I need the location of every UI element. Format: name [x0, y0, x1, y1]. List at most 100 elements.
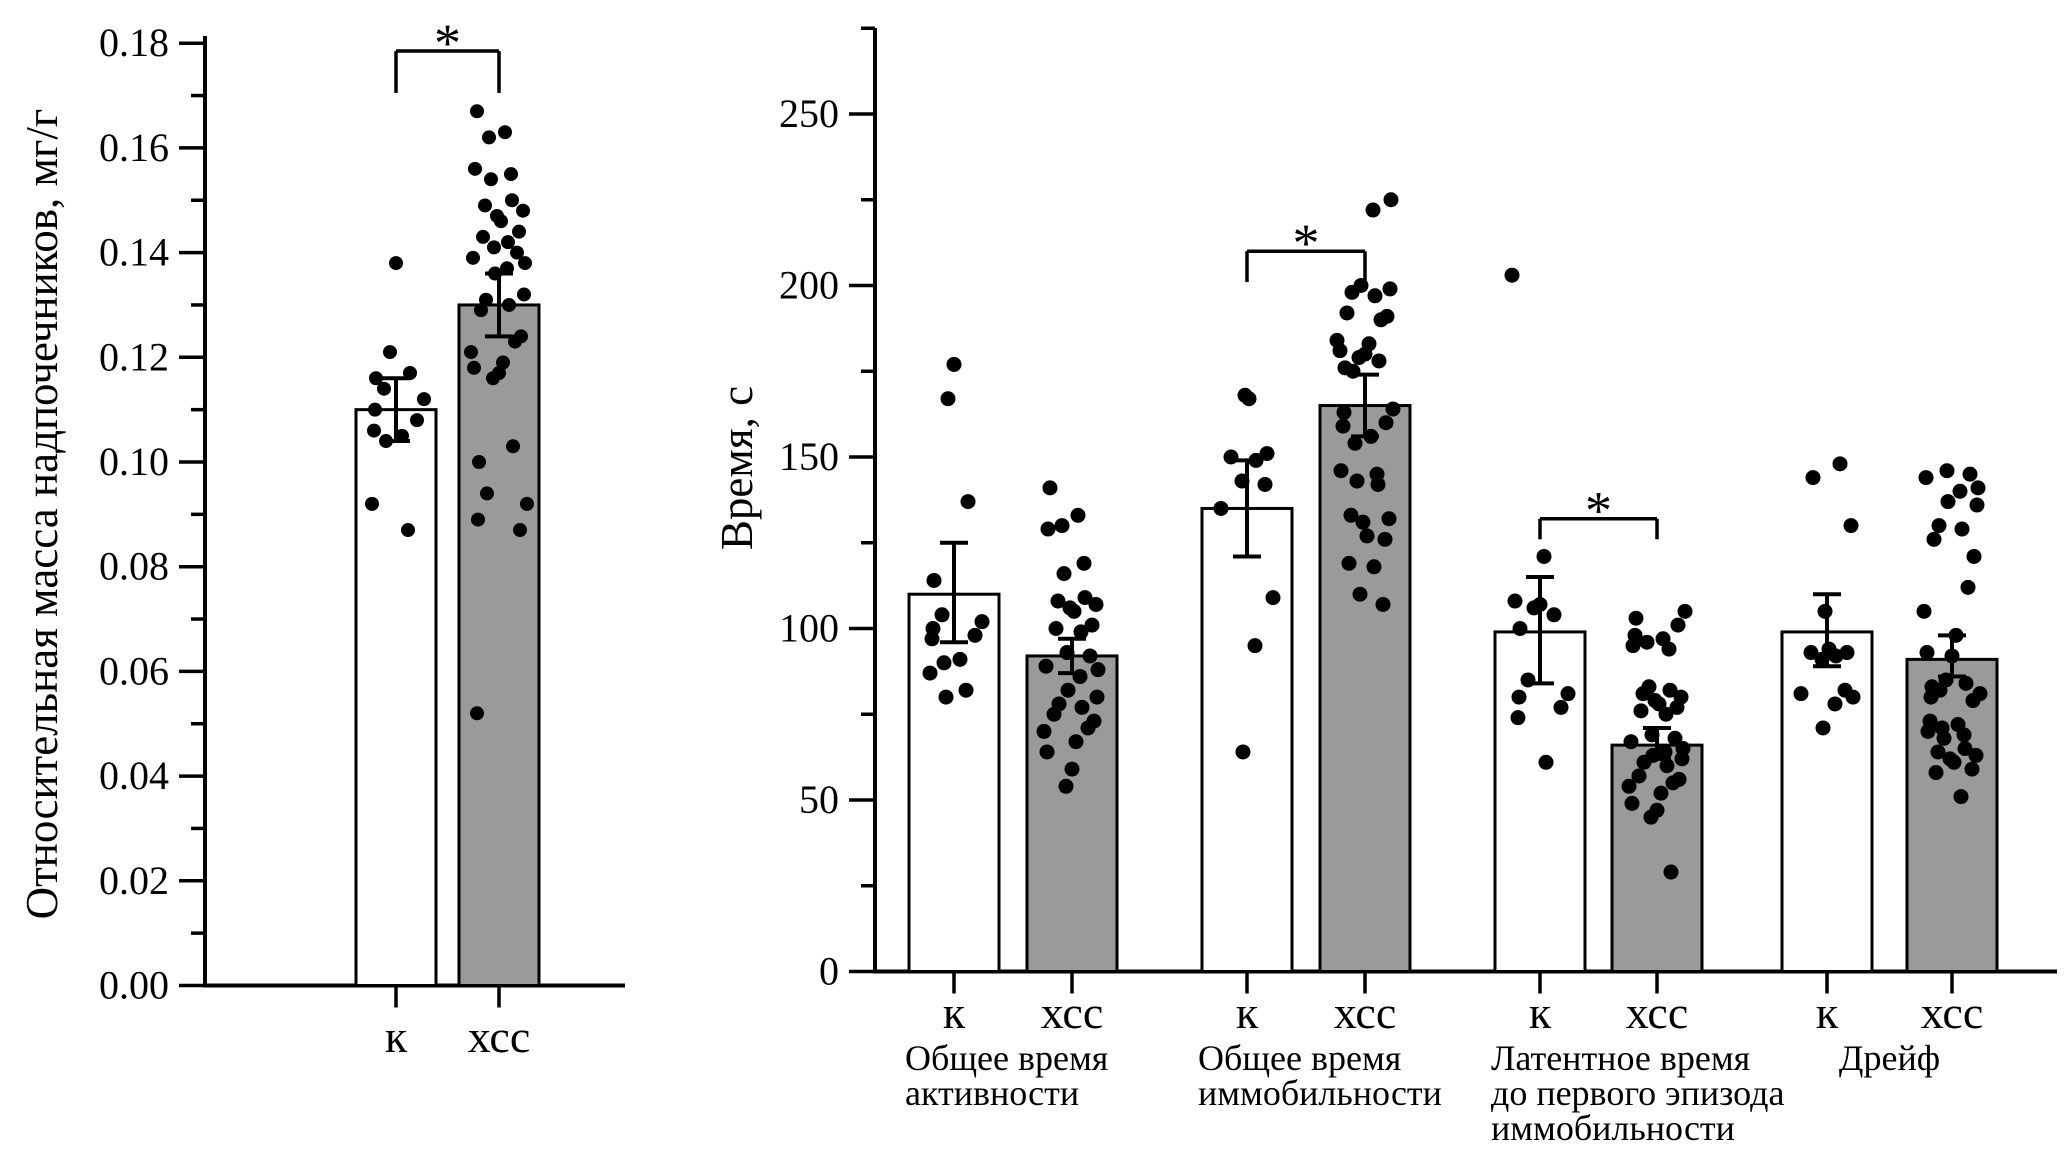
data-point-к-group-0 — [926, 572, 942, 588]
category-label-хсс: хсс — [1041, 987, 1104, 1038]
data-point-хсс-group-1 — [1375, 596, 1391, 612]
y-tick-label: 0.02 — [99, 858, 169, 903]
charts-render-root: 0.00 0.02 0.04 0.06 0.08 0.10 0.12 0.14 0.16 0.18… — [99, 13, 2057, 1148]
data-point-хсс-group-0 — [1039, 744, 1055, 760]
data-point-хсс-group-2 — [1667, 730, 1683, 746]
data-point-к-group-2 — [1560, 686, 1576, 702]
data-point-хсс-group-2 — [1657, 744, 1673, 760]
data-point-к-group-0 — [967, 627, 983, 643]
data-point-к-group-0 — [367, 423, 381, 438]
data-point-хсс-group-0 — [472, 455, 486, 469]
data-point-хсс-group-0 — [501, 235, 515, 250]
data-point-к-group-1 — [1213, 500, 1229, 516]
data-point-хсс-group-0 — [1042, 480, 1058, 496]
data-point-хсс-group-0 — [1040, 521, 1056, 537]
data-point-хсс-group-0 — [504, 167, 518, 182]
data-point-хсс-group-1 — [1344, 284, 1360, 300]
data-point-хсс-group-3 — [1939, 463, 1955, 479]
data-point-хсс-group-3 — [1916, 603, 1932, 619]
data-point-хсс-group-0 — [1064, 761, 1080, 777]
y-tick-label: 0.04 — [99, 753, 169, 798]
category-label-хсс: хсс — [1626, 987, 1689, 1038]
bar-к-group-0 — [354, 408, 438, 987]
data-point-хсс-group-2 — [1658, 706, 1674, 722]
data-point-к-group-0 — [401, 523, 415, 538]
data-point-хсс-group-2 — [1659, 758, 1675, 774]
category-label-к: к — [385, 1011, 408, 1062]
data-point-к-group-3 — [1805, 470, 1821, 486]
y-tick-label: 0.14 — [99, 230, 169, 275]
data-point-хсс-group-0 — [476, 229, 490, 244]
data-point-хсс-group-2 — [1661, 641, 1677, 657]
data-point-к-group-1 — [1257, 476, 1273, 492]
data-point-хсс-group-0 — [478, 198, 492, 213]
data-point-к-group-0 — [960, 494, 976, 510]
data-point-хсс-group-2 — [1662, 682, 1678, 698]
bar-хсс-group-2 — [1610, 743, 1704, 973]
data-point-хсс-group-0 — [466, 250, 480, 265]
data-point-хсс-group-0 — [1074, 699, 1090, 715]
data-point-к-group-1 — [1265, 590, 1281, 606]
data-point-к-group-0 — [952, 651, 968, 667]
data-point-хсс-group-0 — [464, 345, 478, 360]
data-point-хсс-group-0 — [513, 523, 527, 538]
data-point-к-group-3 — [1828, 648, 1844, 664]
data-point-хсс-group-3 — [1968, 747, 1984, 763]
data-point-хсс-group-3 — [1956, 727, 1972, 743]
data-point-к-group-2 — [1526, 600, 1542, 616]
data-point-к-group-0 — [924, 631, 940, 647]
data-point-хсс-group-3 — [1930, 744, 1946, 760]
data-point-хсс-group-0 — [1073, 624, 1089, 640]
data-point-хсс-group-1 — [1377, 531, 1393, 547]
group-caption-line: Общее время — [1198, 1038, 1401, 1078]
data-point-хсс-group-2 — [1663, 864, 1679, 880]
data-point-хсс-group-2 — [1621, 778, 1637, 794]
data-point-к-group-0 — [974, 614, 990, 630]
data-point-хсс-group-0 — [1090, 662, 1106, 678]
data-point-хсс-group-0 — [1070, 507, 1086, 523]
group-caption-line: Дрейф — [1839, 1038, 1940, 1078]
y-tick-label: 0.18 — [99, 20, 169, 65]
data-point-хсс-group-0 — [470, 104, 484, 119]
data-point-хсс-group-0 — [1048, 621, 1064, 636]
data-point-хсс-group-1 — [1341, 555, 1357, 571]
data-point-к-group-1 — [1247, 638, 1263, 654]
data-point-к-group-0 — [383, 345, 397, 360]
data-point-к-group-0 — [410, 413, 424, 428]
data-point-хсс-group-0 — [1077, 590, 1093, 606]
data-point-хсс-group-0 — [1066, 603, 1082, 619]
data-point-к-group-0 — [368, 402, 382, 417]
bar-к-group-1 — [1200, 506, 1294, 973]
data-point-к-group-0 — [389, 256, 403, 271]
y-tick-label: 0 — [819, 949, 839, 994]
data-point-хсс-group-0 — [1054, 518, 1070, 534]
category-label-к: к — [1236, 987, 1259, 1038]
data-point-хсс-group-1 — [1367, 288, 1383, 304]
data-point-хсс-group-1 — [1352, 586, 1368, 602]
data-point-хсс-group-1 — [1365, 202, 1381, 218]
data-point-хсс-group-1 — [1378, 415, 1394, 431]
data-point-хсс-group-2 — [1643, 809, 1659, 825]
data-point-к-group-0 — [417, 392, 431, 407]
y-tick-label: 200 — [779, 263, 839, 308]
data-point-хсс-group-2 — [1674, 751, 1690, 767]
data-point-к-group-3 — [1803, 645, 1819, 661]
data-point-хсс-group-0 — [494, 214, 508, 229]
data-point-хсс-group-3 — [1920, 723, 1936, 739]
category-label-хсс: хсс — [468, 1011, 531, 1062]
data-point-к-group-3 — [1827, 696, 1843, 712]
data-point-к-group-2 — [1546, 607, 1562, 623]
data-point-хсс-group-2 — [1669, 699, 1685, 715]
data-point-хсс-group-3 — [1964, 761, 1980, 777]
data-point-хсс-group-2 — [1628, 610, 1644, 626]
data-point-к-group-2 — [1536, 548, 1552, 564]
y-tick-label: 0.10 — [99, 439, 169, 484]
y-tick-label: 0.06 — [99, 648, 169, 693]
data-point-к-group-2 — [1507, 593, 1523, 609]
data-point-к-group-0 — [958, 682, 974, 698]
category-label-к: к — [943, 987, 966, 1038]
data-point-хсс-group-2 — [1670, 617, 1686, 633]
data-point-хсс-group-2 — [1635, 686, 1651, 702]
data-point-хсс-group-1 — [1381, 511, 1397, 527]
left-y-axis-title: Относительная масса надпочечников, мг/г — [17, 109, 67, 920]
